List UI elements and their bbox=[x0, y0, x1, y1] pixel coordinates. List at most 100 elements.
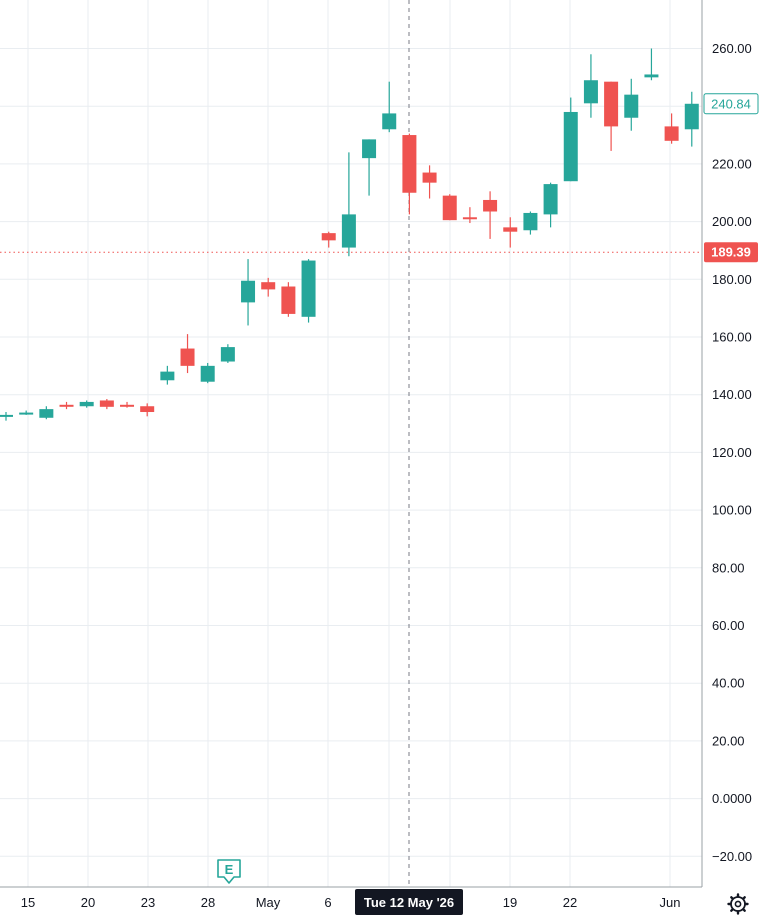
candle-body bbox=[301, 260, 316, 317]
candle-body bbox=[503, 227, 518, 232]
candle-body bbox=[99, 400, 114, 407]
candle-body bbox=[341, 214, 356, 248]
earnings-marker-label: E bbox=[225, 862, 234, 877]
time-tick-label: 15 bbox=[21, 895, 35, 910]
candle-layer bbox=[0, 48, 699, 421]
crosshair-date-label: Tue 12 May '26 bbox=[364, 895, 454, 910]
earnings-icon[interactable] bbox=[217, 859, 241, 884]
candle bbox=[200, 362, 215, 384]
price-tick-label: 120.00 bbox=[712, 445, 752, 460]
candle bbox=[382, 81, 397, 133]
candle bbox=[59, 401, 74, 410]
candle-body bbox=[220, 347, 235, 362]
time-tick-label: 6 bbox=[324, 895, 331, 910]
price-tick-label: 0.0000 bbox=[712, 791, 752, 806]
price-tick-label: 60.00 bbox=[712, 618, 745, 633]
time-tick-label: 28 bbox=[201, 895, 215, 910]
candle bbox=[583, 54, 598, 118]
price-tick-label: 220.00 bbox=[712, 156, 752, 171]
price-tick-label: 40.00 bbox=[712, 676, 745, 691]
candle-body bbox=[0, 414, 13, 417]
candle bbox=[644, 48, 659, 81]
time-tick-label: 23 bbox=[141, 895, 155, 910]
price-tick-label: 260.00 bbox=[712, 41, 752, 56]
candle bbox=[39, 406, 54, 420]
candle-body bbox=[120, 404, 135, 407]
candle-body bbox=[543, 184, 558, 215]
candle bbox=[19, 410, 34, 415]
price-tick-label: 80.00 bbox=[712, 560, 745, 575]
candle bbox=[422, 165, 437, 199]
price-tick-label: 160.00 bbox=[712, 330, 752, 345]
grid-layer bbox=[0, 0, 702, 887]
candle bbox=[321, 231, 336, 248]
candle bbox=[261, 277, 276, 297]
candle bbox=[301, 259, 316, 323]
candle-body bbox=[604, 81, 619, 127]
candle bbox=[604, 81, 619, 151]
price-tick-label: 200.00 bbox=[712, 214, 752, 229]
candle bbox=[523, 211, 538, 235]
candle bbox=[140, 403, 155, 417]
candle-body bbox=[140, 406, 155, 413]
candle-body bbox=[664, 126, 679, 141]
candle-body bbox=[180, 348, 195, 366]
time-tick-label: May bbox=[256, 895, 281, 910]
candle-body bbox=[382, 113, 397, 130]
candle-body bbox=[241, 280, 256, 303]
candle-body bbox=[523, 212, 538, 231]
price-tick-label: 180.00 bbox=[712, 272, 752, 287]
time-tick-label: Jun bbox=[660, 895, 681, 910]
candle-body bbox=[321, 233, 336, 241]
gear-icon[interactable] bbox=[727, 893, 749, 915]
candle bbox=[462, 207, 477, 224]
candle-body bbox=[483, 199, 498, 212]
candle-body bbox=[624, 94, 639, 118]
crosshair-price-label: 189.39 bbox=[711, 245, 751, 260]
candle-body bbox=[200, 365, 215, 382]
candle bbox=[362, 139, 377, 196]
candle-body bbox=[684, 103, 699, 130]
price-axis[interactable]: 260.00240.00220.00200.00180.00160.00140.… bbox=[712, 41, 752, 864]
candle bbox=[281, 282, 296, 317]
candle bbox=[402, 133, 417, 215]
crosshair-date-badge: Tue 12 May '26 bbox=[355, 889, 463, 915]
candle-body bbox=[160, 371, 175, 381]
candle bbox=[160, 365, 175, 385]
time-tick-label: 22 bbox=[563, 895, 577, 910]
candle bbox=[442, 194, 457, 221]
candle bbox=[180, 334, 195, 374]
candle-body bbox=[462, 217, 477, 220]
candle bbox=[563, 97, 578, 182]
candle bbox=[624, 78, 639, 131]
crosshair-price-badge: 189.39 bbox=[704, 242, 758, 263]
candle-body bbox=[422, 172, 437, 183]
candle-body bbox=[402, 135, 417, 193]
price-tick-label: 100.00 bbox=[712, 503, 752, 518]
candle-body bbox=[442, 195, 457, 221]
candle bbox=[0, 412, 13, 421]
price-tick-label: −20.00 bbox=[712, 849, 752, 864]
candle-body bbox=[59, 404, 74, 407]
candle bbox=[99, 399, 114, 410]
candle bbox=[503, 217, 518, 248]
last-price-badge: 240.84 bbox=[703, 93, 759, 115]
time-axis[interactable]: 15 20 23 28 May 6 19 22 Jun bbox=[21, 895, 681, 910]
candle-body bbox=[261, 282, 276, 290]
candle-body bbox=[583, 80, 598, 104]
candle-body bbox=[79, 401, 94, 407]
time-tick-label: 19 bbox=[503, 895, 517, 910]
candle-body bbox=[281, 286, 296, 314]
candle-body bbox=[362, 139, 377, 159]
last-price-label: 240.84 bbox=[711, 96, 751, 111]
candle bbox=[543, 182, 558, 228]
candle bbox=[241, 259, 256, 326]
candle bbox=[220, 344, 235, 363]
candle-body bbox=[19, 412, 34, 415]
earnings-marker[interactable]: E bbox=[217, 859, 241, 884]
time-tick-label: 20 bbox=[81, 895, 95, 910]
candle-body bbox=[563, 111, 578, 182]
price-tick-label: 140.00 bbox=[712, 387, 752, 402]
